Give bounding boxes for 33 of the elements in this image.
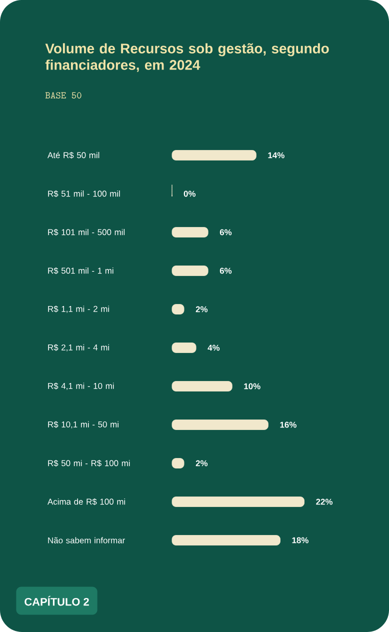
y-tick-label: Acima de R$ 100 mi xyxy=(47,498,126,506)
y-tick-label: R$ 501 mil - 1 mi xyxy=(48,267,114,274)
bar xyxy=(172,381,232,392)
data-label: 2% xyxy=(196,460,208,466)
bar xyxy=(172,227,208,238)
data-label: 2% xyxy=(196,306,208,312)
y-tick-label: R$ 51 mil - 100 mil xyxy=(48,190,120,198)
bar xyxy=(172,420,268,430)
data-label: 6% xyxy=(220,229,232,236)
data-label: 14% xyxy=(268,152,284,158)
bar xyxy=(172,342,196,353)
data-label: 10% xyxy=(244,383,260,390)
y-tick-label: R$ 50 mi - R$ 100 mi xyxy=(48,460,130,467)
data-label: 22% xyxy=(316,498,333,505)
data-label: 6% xyxy=(220,268,232,274)
text: CAPÍTULO 2 xyxy=(24,596,89,606)
bar xyxy=(172,150,256,160)
bar xyxy=(172,266,208,276)
data-label: 4% xyxy=(208,344,220,351)
data-label: 18% xyxy=(292,537,308,544)
bar xyxy=(172,535,280,546)
data-label: 16% xyxy=(280,422,296,428)
y-tick-label: R$ 1,1 mi - 2 mi xyxy=(48,306,110,313)
data-label: 0% xyxy=(184,190,196,197)
bar xyxy=(172,496,304,507)
y-tick-label: R$ 10,1 mi - 50 mi xyxy=(48,421,118,428)
chart-title: Volume de Recursos sob gestão, segundo financiadores, em 2024 xyxy=(45,43,329,72)
text: BASE 50 xyxy=(45,92,82,99)
y-tick-label: Não sabem informar xyxy=(48,537,125,544)
y-tick-label: Até R$ 50 mil xyxy=(47,152,100,159)
y-tick-label: R$ 4,1 mi - 10 mi xyxy=(48,382,114,390)
y-tick-label: R$ 2,1 mi - 4 mi xyxy=(48,344,110,352)
y-tick-label: R$ 101 mil - 500 mil xyxy=(48,228,125,236)
